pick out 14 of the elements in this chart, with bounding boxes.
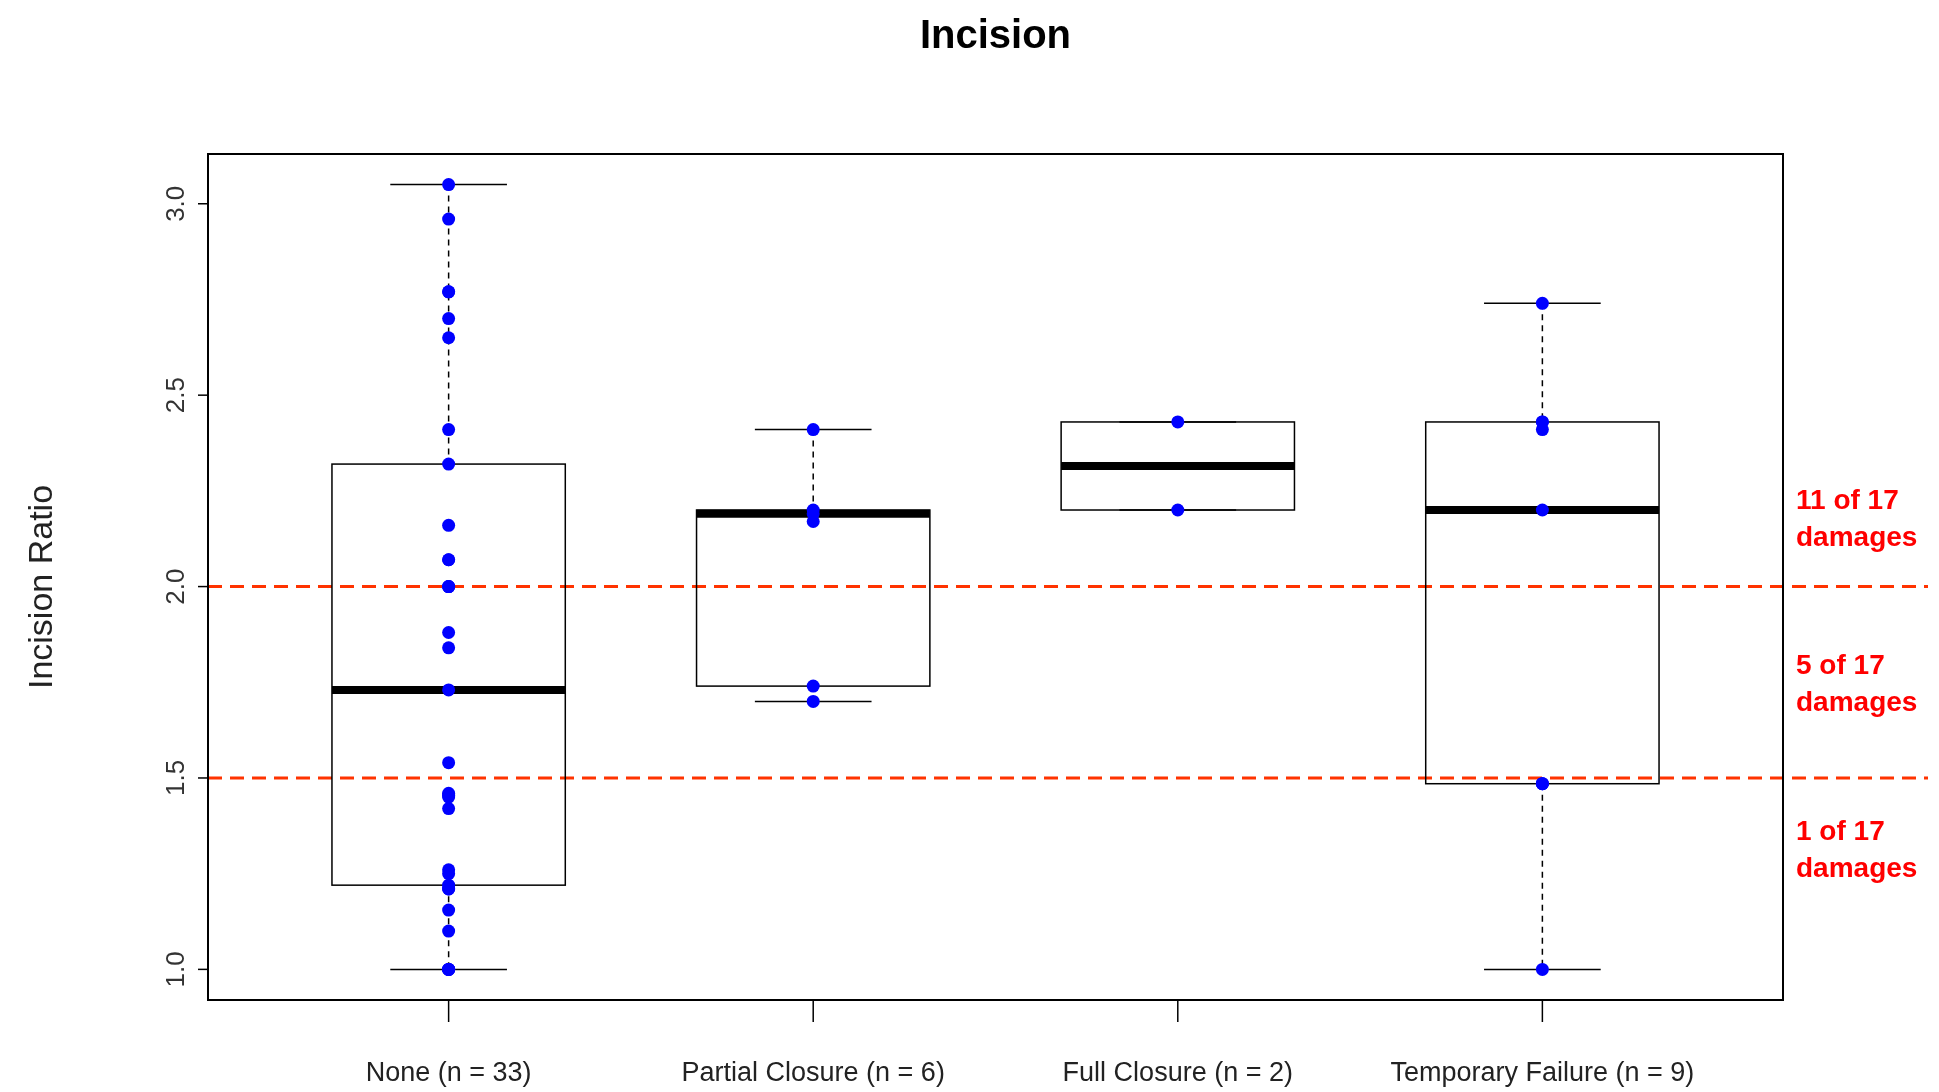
y-axis-title: Incision Ratio (21, 484, 59, 690)
x-tick-label: Full Closure (n = 2) (1062, 1057, 1293, 1087)
y-tick-label: 2.0 (160, 568, 190, 605)
annotation: 11 of 17 damages (1796, 483, 1918, 552)
annotation: 1 of 17 damages (1796, 814, 1918, 883)
y-tick-label: 1.5 (160, 759, 190, 797)
y-tick-label: 2.5 (160, 377, 190, 414)
y-tick-label: 3.0 (160, 185, 190, 222)
annotation: 5 of 17 damages (1796, 649, 1918, 718)
x-tick-label: Temporary Failure (n = 9) (1390, 1057, 1695, 1087)
y-tick-label: 1.0 (160, 951, 190, 988)
chart-title: Incision (919, 12, 1072, 56)
x-tick-label: None (n = 33) (365, 1057, 532, 1087)
x-tick-label: Partial Closure (n = 6) (681, 1057, 945, 1087)
